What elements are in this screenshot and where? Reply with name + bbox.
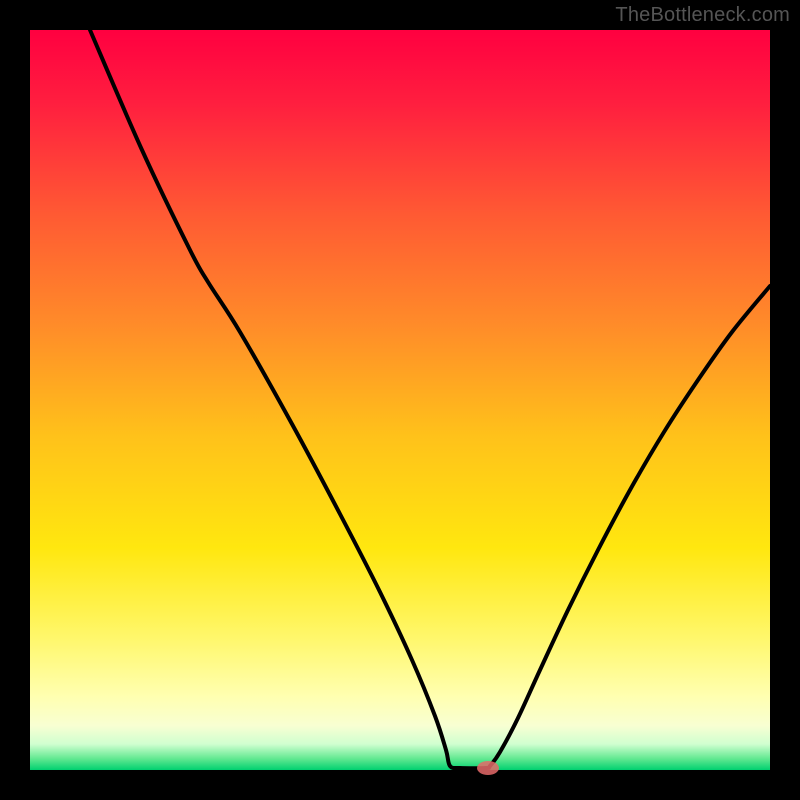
attribution-text: TheBottleneck.com [615, 4, 790, 27]
chart-container: TheBottleneck.com [0, 0, 800, 800]
bottleneck-chart [0, 0, 800, 800]
plot-background-gradient [30, 30, 770, 770]
optimum-marker [477, 761, 499, 775]
